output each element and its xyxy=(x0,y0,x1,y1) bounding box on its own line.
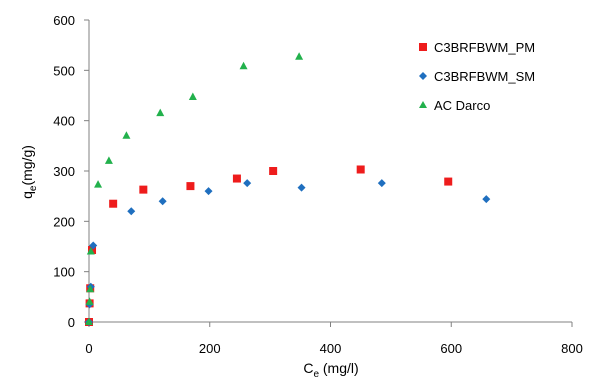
data-point-triangle xyxy=(85,317,93,325)
y-tick-labels: 0 100 200 300 400 500 600 xyxy=(53,13,75,330)
legend-label-ac: AC Darco xyxy=(434,98,490,113)
data-point-triangle xyxy=(104,156,113,164)
y-axis-title: qe(mg/g) xyxy=(19,145,39,199)
data-point-diamond xyxy=(158,197,167,206)
data-point-square xyxy=(444,177,453,186)
y-tick-label: 200 xyxy=(53,214,75,229)
data-point-triangle xyxy=(86,247,95,255)
data-point-triangle xyxy=(239,61,248,70)
series-2 xyxy=(85,179,491,326)
data-point-diamond xyxy=(482,195,491,204)
y-tick-label: 100 xyxy=(53,265,75,280)
data-points xyxy=(85,52,491,326)
data-point-diamond xyxy=(89,241,98,250)
data-point-diamond xyxy=(377,179,386,188)
data-point-diamond xyxy=(297,183,306,192)
x-tick-label: 400 xyxy=(320,341,342,356)
y-tick-label: 500 xyxy=(53,63,75,78)
data-point-triangle xyxy=(156,108,165,117)
legend-marker-pm xyxy=(419,43,427,51)
data-point-square xyxy=(109,199,118,208)
legend-item-pm: C3BRFBWM_PM xyxy=(419,40,535,55)
legend-item-sm: C3BRFBWM_SM xyxy=(419,69,535,84)
x-tick-labels: 0 200 400 600 800 xyxy=(85,341,582,356)
legend: C3BRFBWM_PM C3BRFBWM_SM AC Darco xyxy=(419,40,535,113)
y-tick-label: 400 xyxy=(53,114,75,129)
y-tick-label: 600 xyxy=(53,13,75,28)
data-point-square xyxy=(139,185,148,194)
x-tick-label: 800 xyxy=(561,341,583,356)
data-point-diamond xyxy=(204,187,213,196)
legend-marker-sm xyxy=(419,72,427,80)
data-point-triangle xyxy=(122,131,131,139)
axes xyxy=(84,19,573,327)
data-point-square xyxy=(232,174,241,183)
legend-item-ac: AC Darco xyxy=(419,98,490,113)
data-point-triangle xyxy=(94,180,103,188)
x-tick-label: 0 xyxy=(85,341,92,356)
data-point-square xyxy=(356,165,365,174)
y-tick-label: 0 xyxy=(68,315,75,330)
data-point-square xyxy=(186,182,195,191)
y-tick-label: 300 xyxy=(53,164,75,179)
series-3 xyxy=(85,52,304,325)
data-point-triangle xyxy=(85,297,94,305)
x-tick-label: 600 xyxy=(440,341,462,356)
data-point-square xyxy=(269,167,278,175)
x-tick-label: 200 xyxy=(199,341,221,356)
legend-label-sm: C3BRFBWM_SM xyxy=(434,69,535,84)
data-point-diamond xyxy=(127,207,136,216)
data-point-triangle xyxy=(86,284,95,293)
x-axis-title: Ce (mg/l) xyxy=(303,360,358,380)
data-point-triangle xyxy=(295,52,304,60)
data-point-diamond xyxy=(243,179,252,188)
legend-label-pm: C3BRFBWM_PM xyxy=(434,40,535,55)
legend-marker-ac xyxy=(419,101,427,108)
series-1 xyxy=(85,165,453,326)
data-point-triangle xyxy=(188,92,197,101)
